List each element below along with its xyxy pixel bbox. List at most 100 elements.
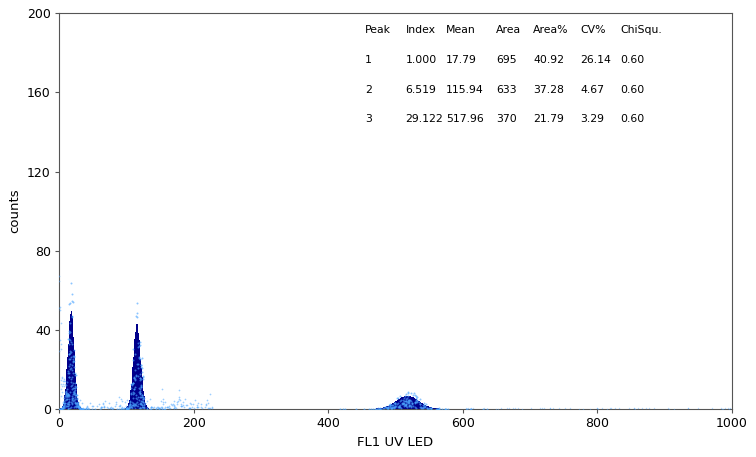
Point (414, 403, 426, 410)
Text: 1: 1 (365, 55, 372, 65)
Point (63, 351, 75, 358)
Point (410, 394, 422, 402)
Point (377, 404, 389, 412)
Point (64, 336, 76, 343)
Point (122, 405, 135, 412)
Point (55, 405, 67, 412)
Text: 3: 3 (365, 114, 372, 124)
Point (154, 397, 166, 404)
Point (544, 405, 556, 412)
Point (130, 372, 142, 379)
Point (132, 384, 144, 392)
Point (191, 403, 203, 410)
Point (388, 403, 400, 410)
Point (129, 375, 141, 383)
Point (137, 393, 149, 400)
Point (66, 314, 78, 321)
Point (55, 345, 67, 352)
Point (67, 298, 79, 306)
Point (129, 373, 141, 380)
Point (135, 383, 147, 391)
Point (411, 396, 423, 404)
Point (59, 399, 71, 407)
Point (190, 396, 202, 404)
Point (60, 392, 72, 399)
Point (106, 405, 118, 412)
Point (60, 390, 73, 397)
Point (57, 404, 69, 412)
Point (113, 402, 125, 409)
Point (94, 405, 106, 412)
Point (401, 398, 414, 405)
Point (70, 391, 82, 399)
Point (723, 404, 735, 412)
Point (67, 394, 79, 402)
Point (380, 404, 392, 411)
Point (375, 405, 387, 412)
Point (433, 405, 445, 412)
Point (78, 405, 90, 412)
Point (63, 400, 75, 407)
Point (417, 402, 429, 409)
Point (414, 396, 426, 403)
Point (56, 405, 68, 412)
Point (130, 391, 142, 399)
Point (627, 405, 640, 412)
Point (150, 405, 163, 412)
Point (129, 384, 141, 391)
Point (115, 395, 127, 403)
Point (421, 405, 433, 412)
Point (401, 397, 414, 404)
Point (86, 405, 98, 412)
Text: Mean: Mean (446, 25, 476, 35)
Point (395, 397, 407, 404)
Point (65, 348, 77, 356)
Point (600, 405, 612, 412)
Point (135, 400, 147, 407)
Point (57, 377, 70, 385)
Point (145, 404, 157, 411)
Point (129, 404, 141, 411)
Point (136, 391, 148, 399)
Point (396, 399, 408, 406)
Point (168, 402, 180, 409)
Point (61, 389, 73, 397)
Point (126, 388, 138, 396)
Point (388, 404, 400, 411)
Point (73, 403, 85, 410)
Point (383, 405, 395, 412)
Point (398, 401, 410, 408)
Point (433, 405, 445, 412)
Point (195, 400, 207, 408)
Point (173, 386, 185, 393)
Point (559, 405, 571, 412)
Point (152, 403, 164, 410)
Point (591, 404, 603, 412)
Point (60, 395, 72, 403)
Point (124, 397, 136, 404)
Point (380, 404, 392, 411)
Point (414, 400, 426, 407)
Point (410, 393, 422, 400)
Point (623, 404, 635, 412)
Point (127, 402, 139, 409)
Point (168, 404, 180, 411)
Point (61, 399, 73, 407)
Point (144, 405, 156, 412)
Point (134, 403, 146, 410)
Point (68, 353, 80, 361)
Point (56, 404, 68, 412)
Point (76, 399, 88, 406)
Point (135, 370, 147, 377)
Point (168, 401, 180, 409)
Point (503, 405, 515, 412)
Point (129, 389, 141, 396)
Point (425, 404, 437, 412)
Point (135, 393, 147, 401)
Point (479, 405, 491, 412)
Point (118, 404, 130, 412)
Point (64, 393, 76, 400)
Point (176, 402, 188, 409)
Text: 26.14: 26.14 (581, 55, 612, 65)
Point (206, 404, 218, 412)
